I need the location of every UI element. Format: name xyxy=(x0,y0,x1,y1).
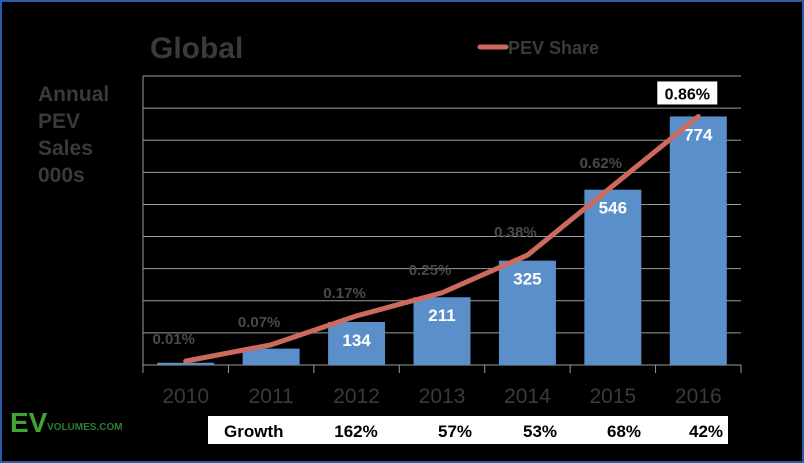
bar-value-label: 211 xyxy=(428,306,455,325)
x-tick-label: 2016 xyxy=(675,385,722,408)
bar-value-label: 546 xyxy=(599,199,627,218)
share-value-label: 0.38% xyxy=(494,224,537,241)
share-value-label: 0.07% xyxy=(238,314,281,331)
bar-value-label: 774 xyxy=(684,125,713,144)
growth-value: 57% xyxy=(438,422,472,441)
growth-value: 42% xyxy=(689,422,723,441)
legend-label-pev-share: PEV Share xyxy=(508,38,599,58)
growth-value: 68% xyxy=(607,422,641,441)
growth-value: 162% xyxy=(334,422,377,441)
y-axis-label-line: Sales xyxy=(38,137,93,160)
x-tick-label: 2013 xyxy=(419,385,466,408)
bar-2011 xyxy=(242,348,300,365)
bar-labels: 134 211 325 546 774 xyxy=(342,125,713,350)
legend: PEV Share xyxy=(477,38,599,58)
bar-2010 xyxy=(157,362,215,365)
ev-volumes-logo: EV VOLUMES.COM xyxy=(10,407,123,438)
share-value-label: 0.62% xyxy=(580,155,623,172)
pev-share-line xyxy=(183,113,701,364)
logo-ev-text: EV xyxy=(10,407,48,438)
bar-value-label: 134 xyxy=(342,331,371,350)
x-tick-label: 2011 xyxy=(249,385,294,408)
growth-row-background xyxy=(208,416,728,444)
y-axis-label-line: 000s xyxy=(38,164,85,187)
share-highlight-box xyxy=(657,81,718,105)
growth-value: 53% xyxy=(523,422,557,441)
growth-label: Growth xyxy=(224,422,284,441)
bar-2016 xyxy=(669,116,727,366)
pev-share-line-path xyxy=(183,113,701,364)
share-value-label: 0.86% xyxy=(665,86,710,103)
bar-2012 xyxy=(328,321,386,365)
x-tick-label: 2015 xyxy=(589,385,636,408)
share-value-label: 0.25% xyxy=(409,262,452,279)
x-tick-label: 2012 xyxy=(333,385,380,408)
bar-2015 xyxy=(584,189,642,365)
y-axis-label: Annual PEV Sales 000s xyxy=(38,83,109,187)
bar-value-label: 325 xyxy=(513,270,541,289)
y-axis-label-line: Annual xyxy=(38,83,109,106)
share-value-label: 0.01% xyxy=(152,331,195,348)
bar-2013 xyxy=(413,297,471,365)
bars xyxy=(157,116,727,366)
growth-row: Growth 162% 57% 53% 68% 42% xyxy=(208,416,728,444)
x-axis-ticks: 2010 2011 2012 2013 2014 2015 2016 xyxy=(162,385,721,408)
x-tick-label: 2014 xyxy=(504,385,551,408)
chart-title: Global xyxy=(150,32,243,65)
bar-2014 xyxy=(498,260,556,365)
logo-volumes-text: VOLUMES.COM xyxy=(47,422,123,433)
share-value-label: 0.17% xyxy=(323,285,366,302)
y-axis-label-line: PEV xyxy=(38,110,80,133)
pev-share-labels: 0.01% 0.07% 0.17% 0.25% 0.38% 0.62% 0.86% xyxy=(152,81,718,348)
x-tick-label: 2010 xyxy=(162,385,209,408)
